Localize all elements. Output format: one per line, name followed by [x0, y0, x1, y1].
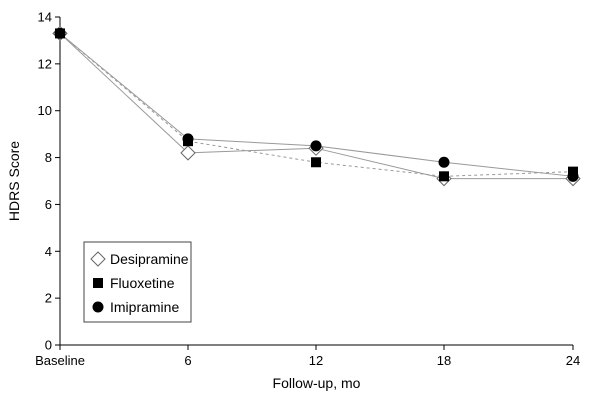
y-axis-title: HDRS Score [6, 141, 22, 221]
legend-marker [93, 278, 103, 288]
legend-entry-fluoxetine: Fluoxetine [93, 275, 175, 291]
x-tick-label: 24 [566, 353, 580, 368]
data-point [567, 170, 579, 182]
y-tick-label: 12 [38, 56, 52, 71]
legend-marker [90, 251, 106, 267]
x-tick-label: Baseline [35, 353, 85, 368]
series-layer [52, 25, 581, 187]
y-tick-label: 4 [45, 244, 52, 259]
x-tick-label: 18 [437, 353, 451, 368]
y-tick-label: 14 [38, 10, 52, 25]
data-point [180, 145, 196, 161]
legend-entry-desipramine: Desipramine [90, 251, 189, 267]
legend: Desipramine Fluoxetine Imipramine [83, 241, 192, 323]
data-point [311, 157, 321, 168]
data-point [439, 171, 449, 182]
x-axis-title: Follow-up, mo [273, 375, 361, 391]
legend-marker [92, 301, 104, 313]
series-points-imipramine [54, 27, 579, 182]
series-points-fluoxetine [55, 28, 578, 182]
data-point [54, 27, 66, 39]
series-line-desipramine [59, 33, 573, 180]
y-tick-label: 6 [45, 197, 52, 212]
legend-label: Imipramine [110, 299, 179, 315]
data-point [438, 156, 450, 168]
y-tick-label: 10 [38, 103, 52, 118]
series-line-fluoxetine [59, 33, 574, 177]
legend-entry-imipramine: Imipramine [92, 299, 179, 315]
y-tick-label: 8 [45, 150, 52, 165]
y-tick-label: 0 [45, 338, 52, 353]
data-point [310, 140, 322, 152]
data-point [182, 133, 194, 145]
x-tick-label: 12 [309, 353, 323, 368]
x-tick-label: 6 [184, 353, 191, 368]
legend-label: Fluoxetine [110, 275, 175, 291]
y-tick-label: 2 [45, 291, 52, 306]
legend-label: Desipramine [110, 251, 189, 267]
